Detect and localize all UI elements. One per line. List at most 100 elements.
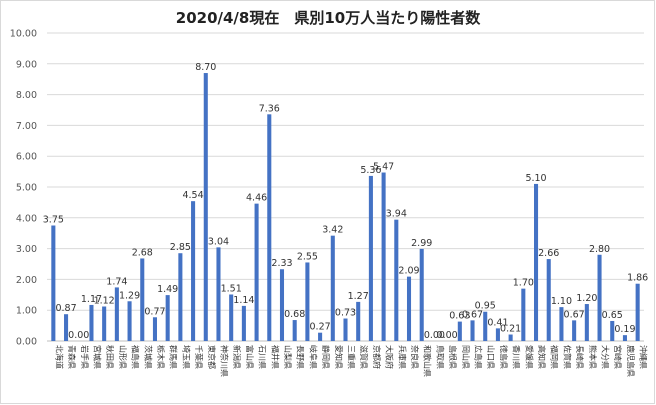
- data-label: 2.99: [411, 238, 432, 249]
- data-label: 1.20: [576, 293, 597, 304]
- category-label: 長野県: [296, 345, 305, 369]
- data-label: 7.36: [259, 103, 280, 114]
- category-label: 宮崎県: [613, 345, 623, 369]
- data-label: 0.63: [449, 311, 470, 322]
- bar: [356, 301, 361, 341]
- category-label: 山梨県: [283, 345, 293, 369]
- category-label: 滋賀県: [359, 345, 369, 369]
- y-tick-label: 0.00: [16, 337, 37, 348]
- bar: [635, 283, 640, 341]
- bar: [597, 254, 602, 341]
- data-label: 0.21: [500, 324, 521, 335]
- bar: [330, 235, 335, 341]
- chart-title: 2020/4/8現在 県別10万人当たり陽性者数: [175, 9, 481, 27]
- bar: [178, 253, 183, 341]
- bar: [508, 334, 513, 341]
- y-tick-label: 7.00: [16, 121, 37, 132]
- bar: [521, 288, 526, 341]
- bar: [533, 183, 539, 341]
- data-label: 1.74: [106, 276, 127, 287]
- category-label: 富山県: [245, 345, 255, 369]
- data-label: 1.86: [627, 273, 648, 284]
- category-label: 北海道: [54, 345, 64, 369]
- category-label: 香川県: [512, 345, 522, 369]
- category-label: 大分県: [601, 345, 611, 369]
- data-label: 1.17: [81, 294, 102, 305]
- data-label: 0.27: [310, 322, 331, 333]
- bar: [279, 269, 285, 341]
- bar: [127, 301, 132, 341]
- category-label: 山口県: [486, 345, 496, 369]
- bar: [495, 328, 500, 341]
- data-label: 2.66: [538, 248, 559, 259]
- bar: [64, 314, 69, 341]
- category-label: 三重県: [347, 345, 357, 369]
- category-label: 群馬県: [169, 345, 179, 369]
- bar: [165, 295, 170, 341]
- category-label: 佐賀県: [562, 345, 572, 369]
- data-label: 1.51: [221, 283, 242, 294]
- category-label: 茨城県: [143, 345, 153, 369]
- data-label: 3.94: [386, 209, 407, 220]
- bar: [381, 172, 386, 341]
- category-label: 岐阜県: [308, 345, 318, 369]
- bar: [254, 203, 259, 341]
- category-label: 広島県: [474, 345, 484, 369]
- category-label: 秋田県: [105, 345, 115, 369]
- data-label: 8.70: [195, 62, 216, 73]
- bar: [406, 276, 412, 341]
- data-label: 0.77: [144, 306, 165, 317]
- category-label: 大阪府: [385, 345, 395, 369]
- bar: [203, 73, 208, 341]
- category-label: 島根県: [448, 345, 458, 369]
- data-label: 1.14: [233, 295, 254, 306]
- bar: [229, 294, 234, 341]
- bar: [622, 335, 627, 341]
- data-label: 0.00: [424, 330, 445, 341]
- data-label: 0.67: [462, 309, 483, 320]
- category-label: 青森県: [67, 345, 77, 369]
- data-label: 2.33: [271, 258, 292, 269]
- y-tick-label: 10.00: [10, 29, 37, 40]
- y-tick-label: 8.00: [16, 90, 37, 101]
- bar: [394, 219, 399, 341]
- bar: [343, 318, 348, 341]
- bar: [457, 321, 462, 341]
- category-label: 熊本県: [588, 345, 598, 369]
- bar: [318, 332, 323, 341]
- data-label: 3.75: [43, 215, 64, 226]
- category-label: 徳島県: [499, 345, 509, 369]
- data-label: 1.70: [513, 278, 534, 289]
- category-label: 愛知県: [334, 345, 344, 369]
- data-label: 1.10: [551, 296, 572, 307]
- bar: [470, 320, 475, 341]
- category-label: 愛媛県: [524, 345, 534, 369]
- data-label: 0.41: [487, 317, 508, 328]
- y-tick-label: 5.00: [16, 183, 37, 194]
- data-label: 0.00: [437, 330, 458, 341]
- data-label: 0.67: [564, 309, 585, 320]
- bar: [152, 317, 158, 341]
- data-label: 2.09: [398, 266, 419, 277]
- data-label: 2.55: [297, 251, 318, 262]
- category-label: 岩手県: [80, 345, 90, 369]
- bar: [140, 258, 145, 341]
- data-label: 1.29: [119, 290, 140, 301]
- data-label: 1.27: [348, 291, 369, 302]
- data-label: 3.04: [208, 236, 229, 247]
- category-label: 鳥取県: [435, 345, 445, 369]
- bar: [305, 262, 310, 341]
- data-label: 0.87: [55, 303, 76, 314]
- category-label: 埼玉県: [181, 345, 191, 369]
- category-label: 宮城県: [92, 345, 102, 369]
- data-label: 5.10: [525, 173, 546, 184]
- data-label: 2.68: [132, 247, 153, 258]
- bar: [267, 114, 272, 341]
- bar: [216, 247, 221, 341]
- y-tick-label: 9.00: [16, 59, 37, 70]
- category-label: 鹿児島県: [626, 345, 636, 377]
- category-label: 奈良県: [410, 345, 420, 369]
- data-label: 0.00: [68, 330, 89, 341]
- category-label: 兵庫県: [397, 345, 407, 369]
- category-label: 新潟県: [232, 345, 242, 369]
